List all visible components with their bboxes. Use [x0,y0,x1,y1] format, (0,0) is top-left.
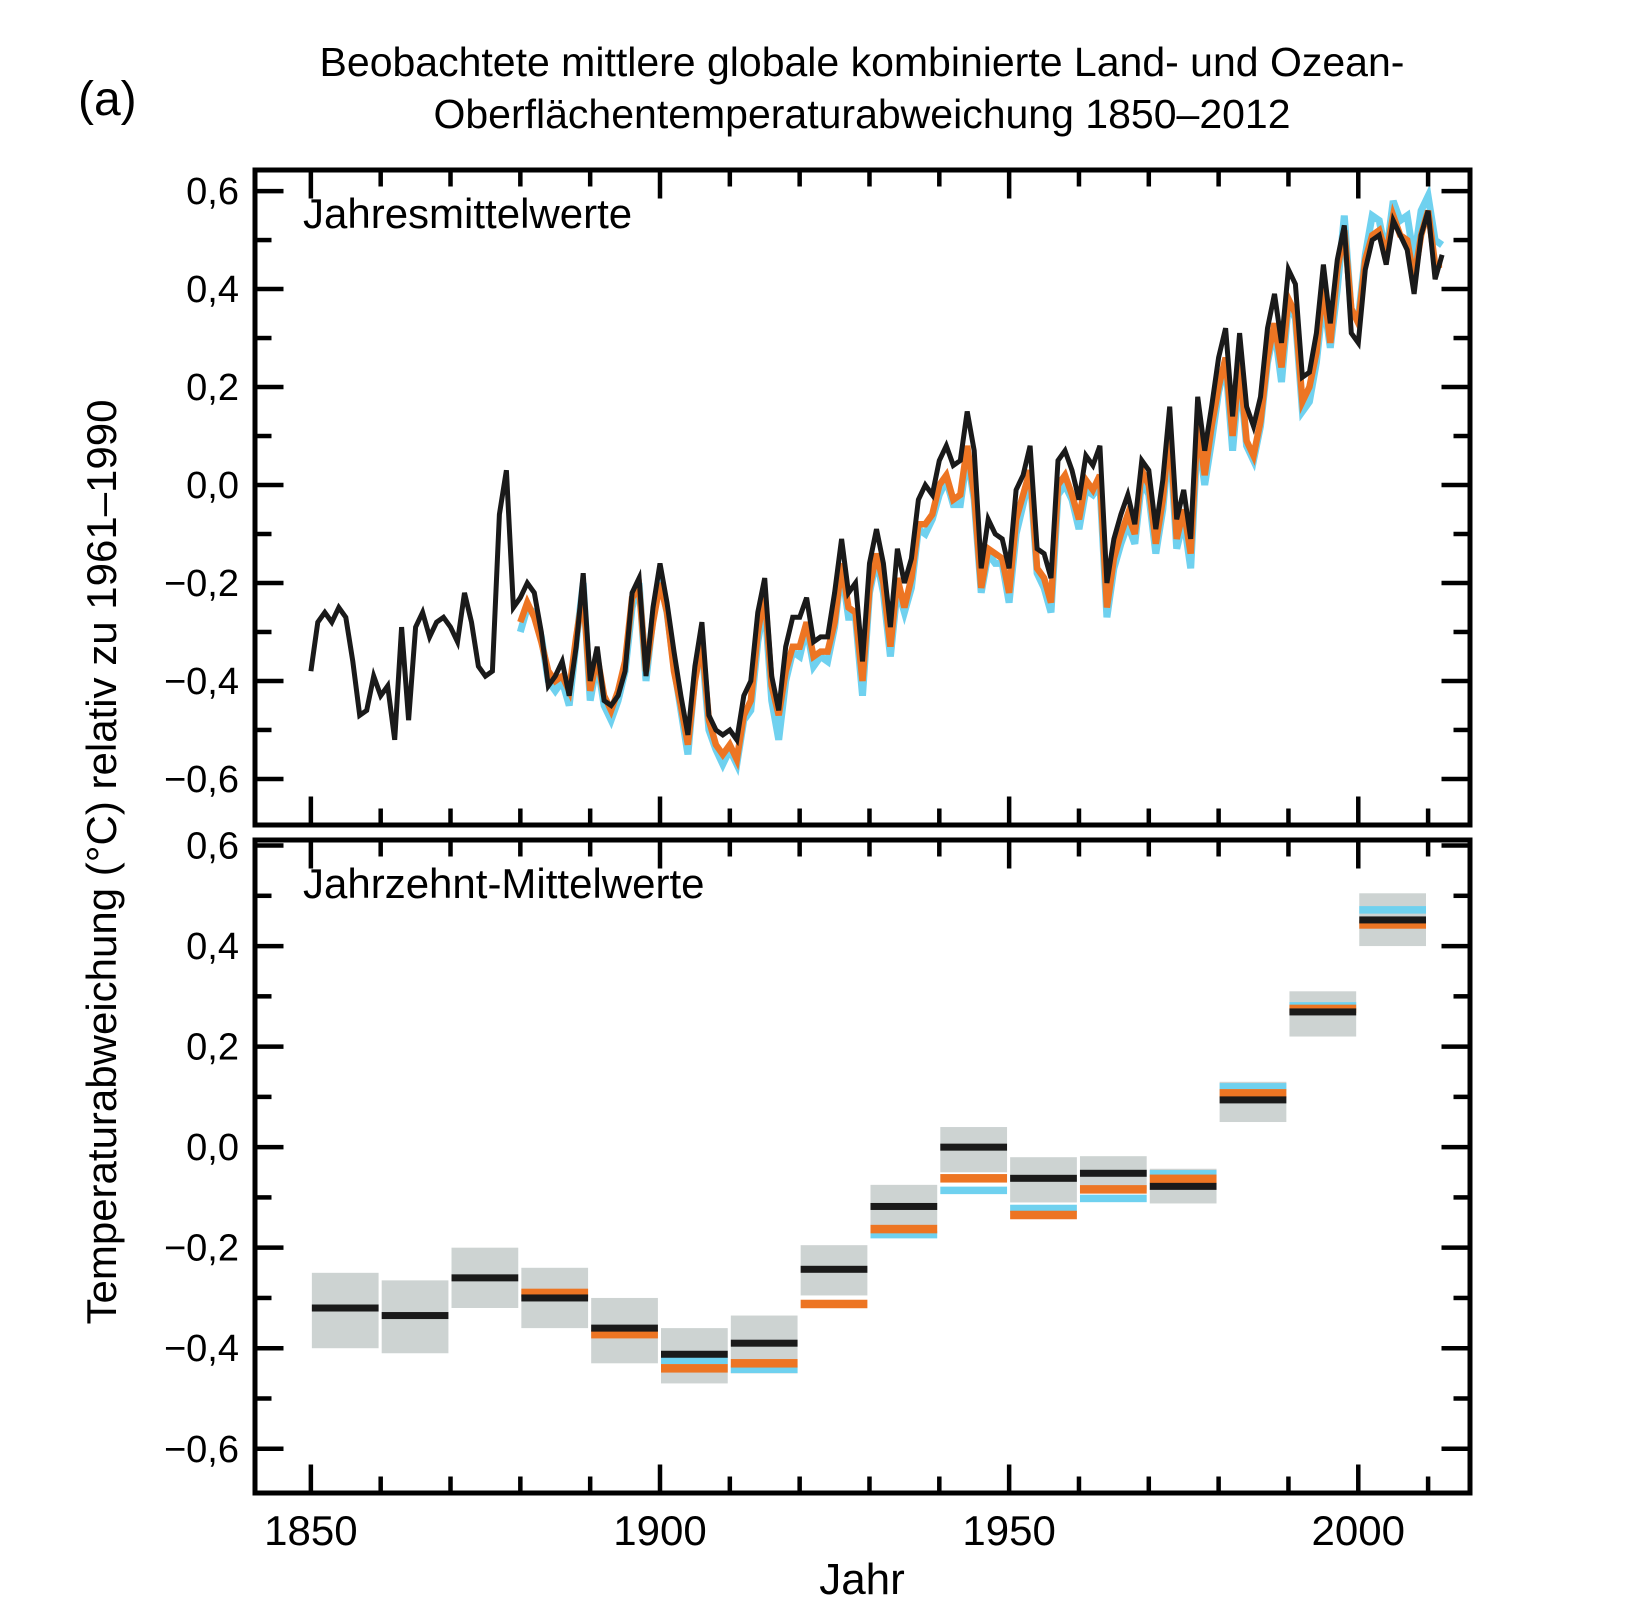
cyan-annual-line [516,184,1445,776]
black-decadal-1910s [730,1339,798,1347]
orange-decadal-1920s [800,1299,868,1309]
annual-panel-axes: 0,6 0,4 0,2 0,0 −0,2 −0,4 −0,6 [164,167,1473,828]
black-decadal-1850s [311,1304,379,1312]
annual-panel-label: Jahresmittelwerte [303,190,633,237]
black-decadal-1970s [1149,1182,1217,1190]
orange-decadal-1980s [1219,1089,1287,1098]
black-decadal-1880s [521,1294,589,1302]
cyan-decadal-1970s [1149,1170,1217,1178]
chart-title-line2: Oberflächentemperaturabweichung 1850–201… [433,91,1291,137]
y-tick-label: −0,2 [164,563,239,605]
y-tick-label: −0,4 [164,661,239,703]
black-decadal-1920s [800,1265,868,1273]
cyan-decadal-1900s [661,1356,728,1365]
x-tick-label: 1950 [962,1507,1055,1554]
black-decadal-1930s [870,1202,938,1210]
orange-decadal-1940s [940,1174,1008,1183]
black-decadal-1950s [1010,1174,1077,1182]
black-decadal-1980s [1219,1096,1287,1104]
chart-title: Beobachtete mittlere globale kombinierte… [100,36,1624,140]
annual-panel [308,184,1445,776]
decadal-panel-axes: 0,6 0,4 0,2 0,0 −0,2 −0,4 −0,6 1850 1900 1950 2000 [164,826,1473,1554]
cyan-decadal-1980s [1219,1083,1287,1091]
y-tick-label: 0,0 [186,465,239,507]
y-axis-title: Temperaturabweichung (°C) relativ zu 196… [78,399,125,1325]
y-tick-label: −0,6 [164,1429,239,1471]
y-tick-label: 0,6 [186,826,239,868]
orange-decadal-1950s [1010,1210,1077,1220]
orange-annual-line [517,202,1443,771]
cyan-decadal-1960s [1079,1194,1147,1203]
x-tick-label: 1900 [613,1507,706,1554]
orange-decadal-1910s [730,1359,798,1368]
cyan-decadal-2000s [1359,906,1427,914]
cyan-decadal-1910s [730,1365,798,1374]
orange-decadal-1930s [870,1224,938,1234]
y-tick-label: 0,4 [186,269,239,311]
chart-title-line1: Beobachtete mittlere globale kombinierte… [319,39,1405,85]
decadal-panel [311,893,1427,1384]
decadal-panel-axes-frame [252,837,1473,1496]
cyan-decadal-1940s [940,1186,1008,1195]
decadal-panel-label: Jahrzehnt-Mittelwerte [303,860,705,907]
y-tick-label: 0,6 [186,171,239,213]
orange-decadal-2000s [1359,920,1427,929]
black-decadal-1940s [940,1143,1008,1151]
black-decadal-2000s [1359,916,1427,924]
orange-decadal-1970s [1149,1174,1217,1184]
cyan-decadal-1930s [870,1230,938,1239]
y-tick-label: −0,6 [164,759,239,801]
black-annual-line [308,210,1445,747]
annual-panel-axes-frame [252,167,1473,828]
black-decadal-1990s [1289,1008,1357,1016]
y-tick-label: −0,4 [164,1328,239,1370]
orange-decadal-1880s [521,1288,589,1298]
black-decadal-1900s [661,1350,728,1358]
black-decadal-1890s [591,1324,658,1332]
black-decadal-1860s [381,1312,449,1320]
y-tick-label: 0,4 [186,926,239,968]
figure-panel-letter: (a) [78,73,137,126]
orange-decadal-1960s [1079,1185,1147,1194]
y-tick-label: −0,2 [164,1228,239,1270]
y-tick-label: 0,2 [186,1027,239,1069]
orange-decadal-1900s [661,1364,728,1373]
black-decadal-1870s [451,1274,519,1282]
black-decadal-1960s [1079,1169,1147,1177]
y-tick-label: 0,0 [186,1127,239,1169]
cyan-decadal-1950s [1010,1204,1077,1213]
orange-decadal-1890s [591,1329,658,1339]
x-tick-label: 1850 [264,1507,357,1554]
y-tick-label: 0,2 [186,367,239,409]
x-axis-title: Jahr [819,1555,905,1604]
x-tick-label: 2000 [1312,1507,1405,1554]
